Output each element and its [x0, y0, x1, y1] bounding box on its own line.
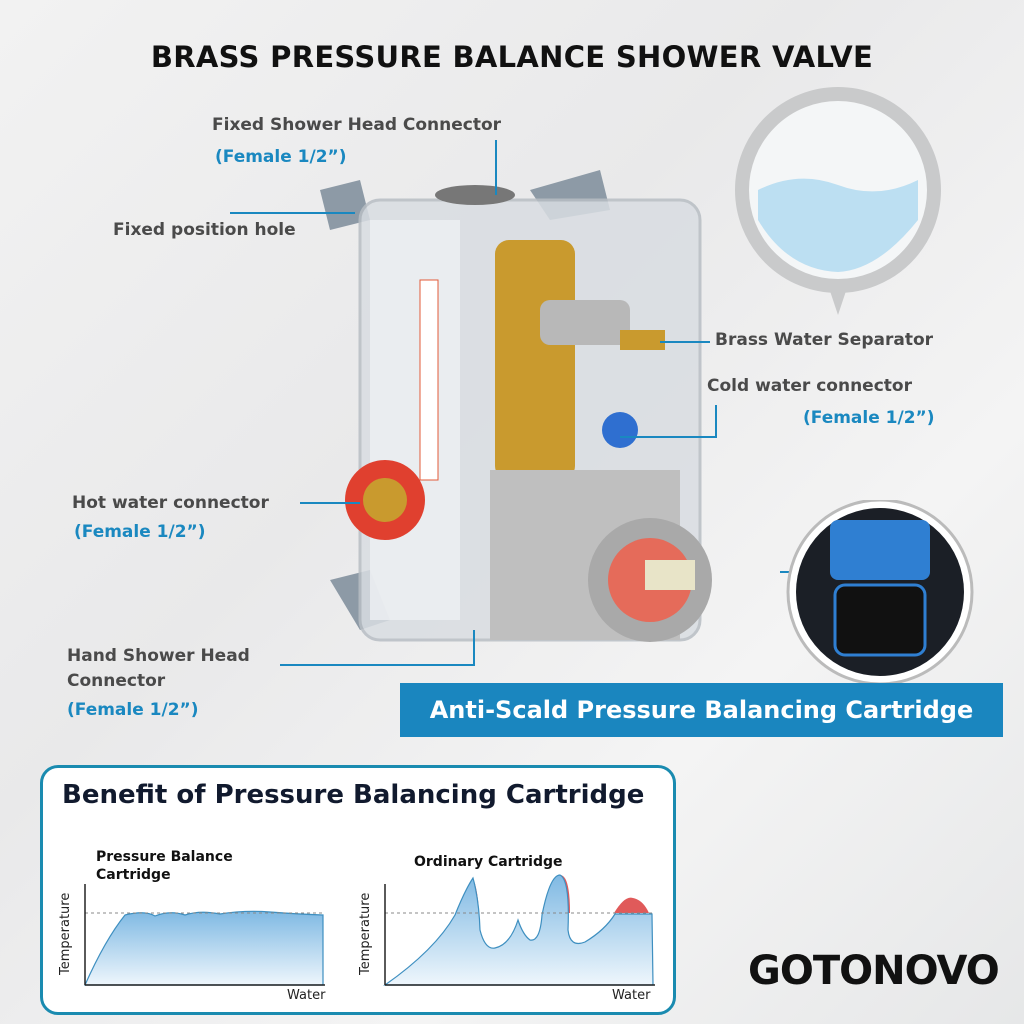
comparison-charts: [84, 874, 655, 986]
valve-product-image: [320, 170, 712, 642]
fixed-hole-label: Fixed position hole: [113, 220, 296, 240]
right-chart-title: Ordinary Cartridge: [414, 854, 563, 870]
cold-label: Cold water connector: [707, 376, 912, 396]
fixed-head-spec: (Female 1/2”): [215, 147, 347, 167]
right-curve-area: [383, 874, 654, 986]
anti-scald-banner: Anti-Scald Pressure Balancing Cartridge: [400, 683, 1003, 737]
callout-line: [300, 502, 360, 504]
cold-spec: (Female 1/2”): [803, 408, 935, 428]
left-x-label: Water: [287, 988, 326, 1003]
callout-line: [230, 212, 355, 214]
callout-line: [473, 630, 475, 665]
left-chart-title-line1: Pressure Balance: [96, 849, 233, 865]
hot-spec: (Female 1/2”): [74, 522, 206, 542]
left-y-label: Temperature: [58, 892, 73, 975]
page-title: BRASS PRESSURE BALANCE SHOWER VALVE: [150, 40, 874, 74]
callout-line: [660, 341, 710, 343]
callout-line: [715, 405, 717, 437]
fixed-head-label: Fixed Shower Head Connector: [212, 115, 502, 135]
right-y-label: Temperature: [358, 892, 373, 975]
separator-label: Brass Water Separator: [715, 330, 934, 350]
hand-label-2: Connector: [67, 671, 166, 691]
callout-line: [280, 664, 475, 666]
brand-logo: GOTONOVO: [748, 948, 1000, 994]
right-overshoot: [614, 897, 649, 913]
left-chart-title-line2: Cartridge: [96, 867, 171, 883]
benefit-title: Benefit of Pressure Balancing Cartridge: [62, 780, 645, 810]
cartridge-image: [780, 500, 974, 686]
hand-spec: (Female 1/2”): [67, 700, 199, 720]
left-curve-area: [84, 910, 324, 986]
hand-label-1: Hand Shower Head: [67, 646, 250, 666]
left-chart-title: Pressure Balance Cartridge: [96, 848, 233, 884]
hot-label: Hot water connector: [72, 493, 269, 513]
callout-line: [620, 436, 717, 438]
callout-line: [495, 140, 497, 195]
right-x-label: Water: [612, 988, 651, 1003]
water-drop-icon: [735, 87, 941, 315]
